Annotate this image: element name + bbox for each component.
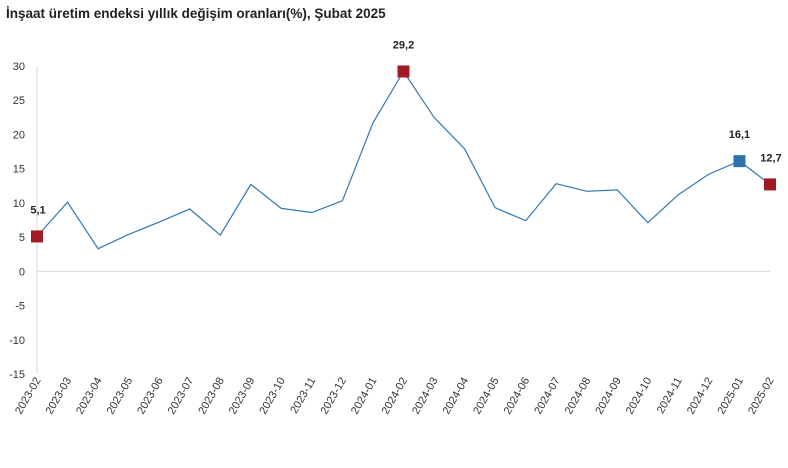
x-tick-label: 2023-04 xyxy=(74,376,105,417)
x-tick-label: 2023-12 xyxy=(318,376,349,417)
x-tick-label: 2023-08 xyxy=(196,376,227,417)
y-tick-label: -10 xyxy=(9,335,25,347)
x-tick-label: 2024-03 xyxy=(410,376,441,417)
y-tick-label: 5 xyxy=(19,232,25,244)
x-tick-label: 2023-10 xyxy=(257,376,288,417)
data-point-marker xyxy=(31,230,43,243)
y-tick-label: 30 xyxy=(13,61,25,73)
y-tick-label: -5 xyxy=(15,301,25,313)
y-tick-label: 15 xyxy=(13,164,25,176)
x-tick-label: 2023-02 xyxy=(13,376,44,417)
x-tick-label: 2024-09 xyxy=(593,376,624,417)
y-tick-label: -15 xyxy=(9,369,25,381)
x-tick-label: 2023-05 xyxy=(105,376,136,417)
x-tick-label: 2024-06 xyxy=(502,376,533,417)
y-tick-label: 0 xyxy=(19,266,25,278)
y-tick-label: 10 xyxy=(13,198,25,210)
chart-title: İnşaat üretim endeksi yıllık değişim ora… xyxy=(6,6,386,21)
x-tick-label: 2024-12 xyxy=(685,376,716,417)
x-tick-label: 2024-04 xyxy=(441,376,472,417)
y-tick-label: 25 xyxy=(13,95,25,107)
x-tick-label: 2024-11 xyxy=(655,376,685,416)
data-label: 16,1 xyxy=(729,129,750,141)
y-tick-label: 20 xyxy=(13,129,25,141)
x-tick-label: 2023-09 xyxy=(227,376,258,417)
x-tick-label: 2023-11 xyxy=(288,376,318,416)
series-line xyxy=(36,70,771,250)
x-tick-label: 2025-01 xyxy=(715,376,746,417)
x-tick-label: 2024-10 xyxy=(624,376,655,417)
data-point-marker xyxy=(733,155,746,168)
x-tick-label: 2023-06 xyxy=(135,376,166,417)
x-tick-label: 2025-02 xyxy=(746,376,777,417)
data-point-marker xyxy=(397,65,410,78)
data-label: 5,1 xyxy=(30,204,45,216)
x-tick-label: 2024-02 xyxy=(380,376,411,417)
data-point-marker xyxy=(764,178,776,191)
data-label: 12,7 xyxy=(760,152,781,164)
x-tick-label: 2024-05 xyxy=(471,376,502,417)
x-tick-label: 2024-07 xyxy=(532,376,563,417)
x-tick-label: 2023-03 xyxy=(44,376,75,417)
data-label: 29,2 xyxy=(393,39,414,51)
x-tick-label: 2024-01 xyxy=(349,376,380,417)
x-tick-label: 2024-08 xyxy=(563,376,594,417)
x-tick-label: 2023-07 xyxy=(166,376,197,417)
